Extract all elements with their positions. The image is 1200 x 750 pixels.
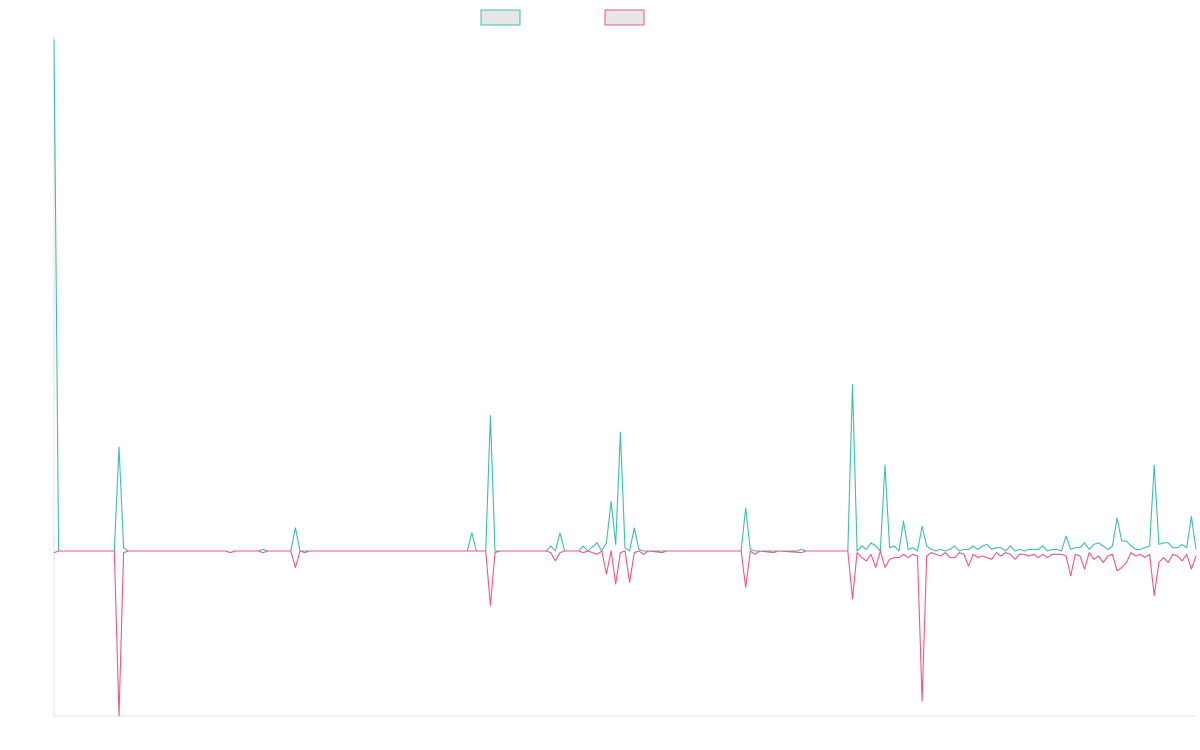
legend[interactable] (480, 9, 645, 26)
legend-item-1[interactable] (480, 9, 521, 26)
series-1-line (53, 39, 1197, 554)
plot-area (53, 36, 1197, 717)
legend-item-2[interactable] (604, 9, 645, 26)
legend-swatch-1 (480, 9, 521, 26)
series-2-line (53, 550, 1197, 717)
legend-swatch-2 (604, 9, 645, 26)
series-layer (53, 39, 1197, 717)
